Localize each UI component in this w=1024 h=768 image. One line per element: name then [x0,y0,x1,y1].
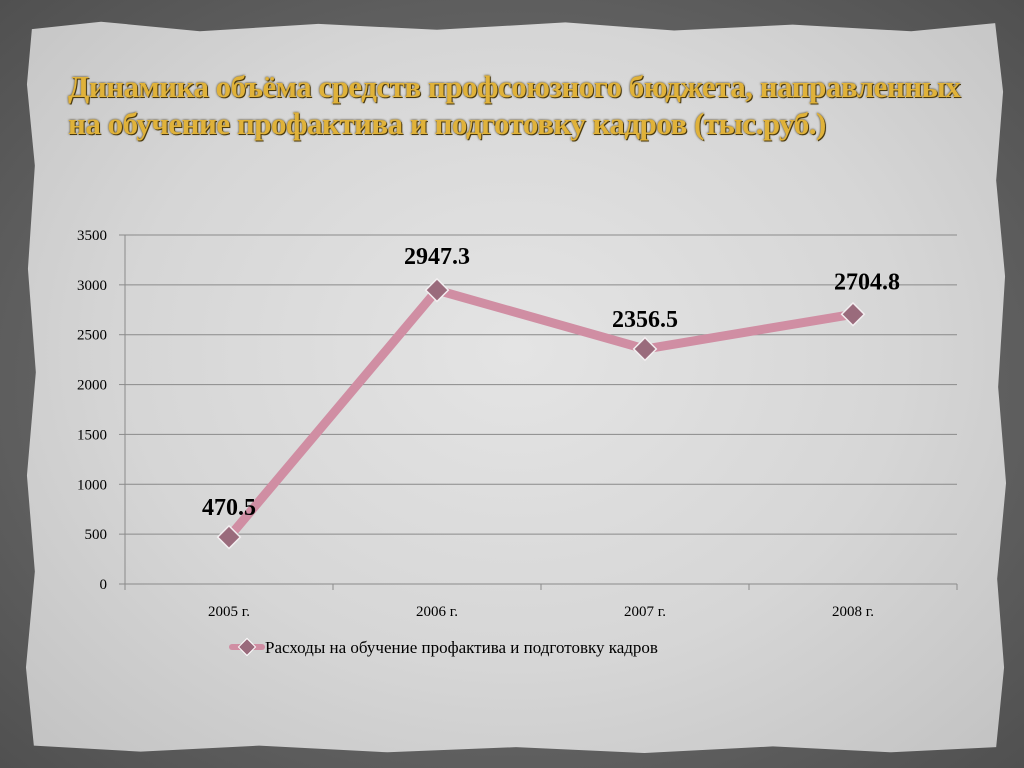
legend-marker-swatch [237,637,257,657]
data-label: 2704.8 [834,269,900,295]
y-tick-label: 1000 [77,477,107,493]
y-tick-label: 3000 [77,278,107,294]
x-tick-label: 2005 г. [208,604,250,620]
y-tick-label: 0 [100,577,108,593]
grid-lines [125,234,957,535]
data-label: 470.5 [202,495,256,521]
y-axis-ticks: 0 500 1000 1500 2000 2500 3000 3500 [77,228,125,593]
slide-title: Динамика объёма средств профсоюзного бюд… [68,69,961,141]
legend: Расходы на обучение профактива и подгото… [229,637,658,657]
markers-group [216,277,866,550]
paper-panel [25,21,1007,754]
y-tick-label: 3500 [77,228,107,244]
legend-label: Расходы на обучение профактива и подгото… [265,638,658,657]
data-point-marker [216,524,242,550]
y-tick-label: 1500 [77,427,107,443]
y-tick-label: 2000 [77,378,107,394]
data-label: 2356.5 [612,307,678,333]
data-point-marker [632,336,658,362]
x-axis-ticks: 2005 г. 2006 г. 2007 г. 2008 г. [124,584,958,620]
series-group [224,285,858,542]
series-line [224,285,858,542]
x-tick-label: 2006 г. [416,604,458,620]
y-tick-label: 2500 [77,328,107,344]
x-tick-label: 2007 г. [624,604,666,620]
data-point-marker [424,277,450,303]
data-label: 2947.3 [404,244,470,270]
data-point-marker [840,301,866,327]
data-labels-group: 470.5 2947.3 2356.5 2704.8 [202,244,900,521]
x-tick-label: 2008 г. [832,604,874,620]
y-tick-label: 500 [85,527,108,543]
